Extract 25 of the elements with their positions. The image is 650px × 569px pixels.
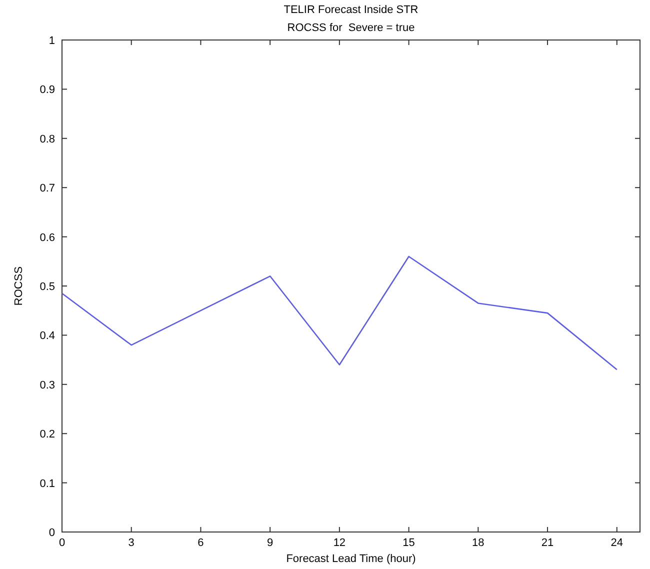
x-tick-label: 24 (610, 537, 624, 549)
y-tick-label: 0.1 (40, 478, 55, 490)
x-tick-label: 18 (472, 537, 484, 549)
chart-subtitle: ROCSS for Severe = true (287, 22, 415, 34)
y-tick-label: 0 (48, 527, 55, 539)
y-tick-label: 0.3 (40, 379, 55, 392)
x-tick-label: 6 (198, 537, 204, 549)
x-tick-label: 12 (333, 537, 346, 549)
y-tick-label: 0.9 (40, 84, 55, 96)
x-tick-label: 21 (541, 537, 554, 549)
line-series (61, 256, 618, 370)
y-tick-label: 0.4 (40, 330, 55, 342)
x-tick-label: 9 (267, 537, 274, 549)
y-tick-label: 1 (48, 35, 55, 47)
y-tick-label: 0.6 (40, 232, 55, 244)
y-tick-label: 0.2 (40, 428, 55, 441)
y-tick-label: 0.8 (40, 133, 55, 146)
x-axis-title: Forecast Lead Time (hour) (286, 553, 416, 565)
x-tick-label: 0 (58, 537, 66, 549)
y-tick-label: 0.5 (40, 281, 55, 293)
y-tick-label: 0.7 (40, 182, 55, 195)
x-tick-label: 15 (402, 537, 415, 549)
chart-title: TELIR Forecast Inside STR (284, 4, 418, 16)
y-axis-title: ROCSS (13, 266, 25, 306)
x-tick-label: 3 (128, 537, 134, 549)
